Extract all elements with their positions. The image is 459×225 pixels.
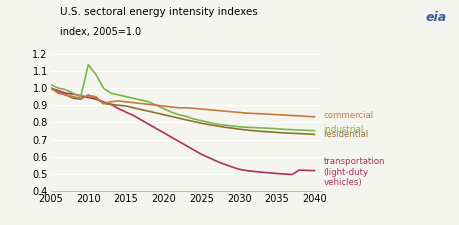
- Text: industrial: industrial: [323, 125, 363, 134]
- Text: transportation
(light-duty
vehicles): transportation (light-duty vehicles): [323, 158, 384, 187]
- Text: U.S. sectoral energy intensity indexes: U.S. sectoral energy intensity indexes: [60, 7, 257, 17]
- Text: eia: eia: [424, 11, 445, 24]
- Text: residential: residential: [323, 130, 368, 139]
- Text: index, 2005=1.0: index, 2005=1.0: [60, 27, 140, 37]
- Text: commercial: commercial: [323, 111, 373, 120]
